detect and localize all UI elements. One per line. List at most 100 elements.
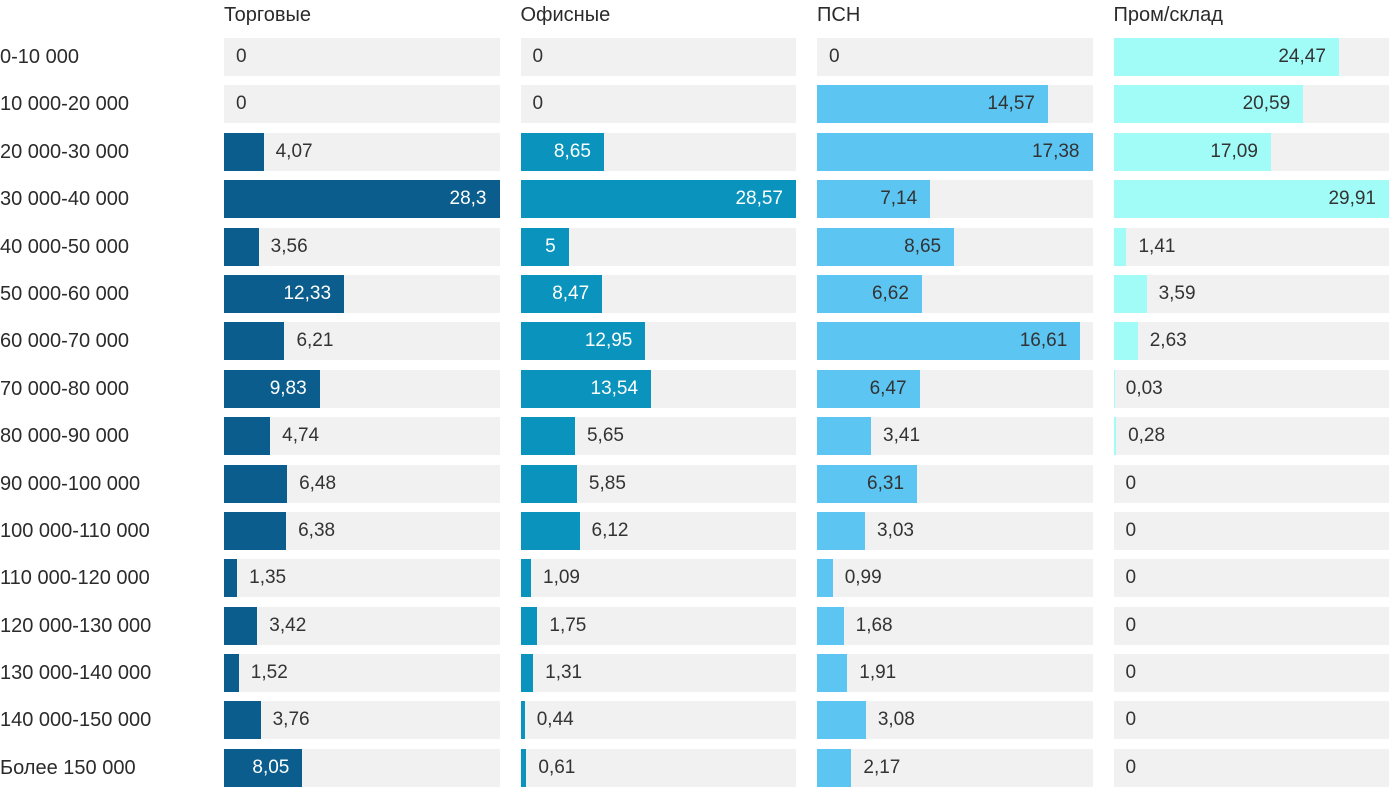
- bar-value-label: 17,38: [1031, 140, 1080, 162]
- bar-value-label: 5,65: [586, 425, 624, 447]
- row-label: 110 000-120 000: [0, 567, 150, 590]
- bar: [520, 701, 525, 740]
- bar: [520, 417, 575, 456]
- bar: [1113, 38, 1339, 76]
- chart-row: 20 000-30 000 4,07 8,65 17,38 17,09: [0, 132, 1400, 180]
- bar: [520, 464, 577, 503]
- bar-value-label: 6,48: [299, 472, 337, 494]
- bar-track: 2,17: [817, 748, 1093, 787]
- bar-value-label: 12,33: [283, 282, 332, 304]
- bar-value-label: 6,47: [869, 377, 907, 399]
- bar: [520, 274, 603, 313]
- bar-track: 5,65: [520, 417, 796, 456]
- bar: [224, 654, 239, 693]
- bar-value-label: 12,95: [584, 330, 633, 352]
- chart-row: 130 000-140 000 1,52 1,31 1,91 0: [0, 654, 1400, 701]
- row-label: 50 000-60 000: [0, 282, 130, 305]
- bar-track: 1,75: [520, 606, 796, 645]
- bar-track: 2,63: [1113, 322, 1389, 361]
- chart-row: 60 000-70 000 6,21 12,95 16,61 2,63: [0, 322, 1400, 369]
- chart-row: 120 000-130 000 3,42 1,75 1,68 0: [0, 606, 1400, 654]
- bar-value-label: 0: [1125, 567, 1137, 589]
- bar-value-label: 8,65: [904, 235, 942, 257]
- row-label: 90 000-100 000: [0, 472, 141, 495]
- row-label: 30 000-40 000: [0, 188, 130, 211]
- bar-value-label: 13,54: [590, 377, 639, 399]
- bar: [1113, 417, 1117, 456]
- bar: [224, 274, 345, 313]
- bar-track: 8,47: [520, 274, 796, 313]
- bar-value-label: 0,28: [1128, 425, 1166, 447]
- bar: [520, 511, 580, 550]
- bar: [520, 654, 534, 693]
- bar-track: 5,85: [520, 464, 796, 503]
- bar-value-label: 24,47: [1278, 46, 1326, 67]
- series-header: Пром/склад: [1113, 4, 1223, 26]
- bar: [1113, 274, 1147, 313]
- chart-row: 0-10 000 0 0 0 24,47: [0, 38, 1400, 85]
- bar-value-label: 6,31: [867, 472, 905, 494]
- bar-track: 20,59: [1113, 85, 1389, 124]
- bar: [1113, 132, 1271, 171]
- bar-track: 0,61: [520, 748, 796, 787]
- bar: [224, 559, 238, 598]
- bar: [520, 322, 646, 361]
- chart-row: 110 000-120 000 1,35 1,09 0,99 0: [0, 559, 1400, 606]
- bar-track: 13,54: [520, 369, 796, 408]
- bar-value-label: 6,21: [296, 330, 334, 352]
- bar-track: 16,61: [817, 322, 1093, 361]
- row-label: 70 000-80 000: [0, 377, 130, 400]
- chart-row: Более 150 000 8,05 0,61 2,17 0: [0, 748, 1400, 796]
- row-label: 100 000-110 000: [0, 519, 150, 542]
- bar-value-label: 16,61: [1019, 330, 1068, 352]
- bar-track: 6,12: [520, 511, 796, 550]
- bar-value-label: 3,59: [1158, 282, 1196, 304]
- bar-track: 0,28: [1113, 417, 1389, 456]
- bar-track: 3,76: [224, 701, 500, 740]
- bar-value-label: 6,12: [591, 519, 629, 541]
- bar-value-label: 1,09: [543, 567, 580, 589]
- bar-value-label: 0: [1125, 756, 1137, 778]
- row-label: 120 000-130 000: [0, 614, 152, 637]
- chart-row: 30 000-40 000 28,3 28,57 7,14 29,91: [0, 180, 1400, 227]
- bar-value-label: 3,76: [272, 709, 310, 731]
- bar-track: 8,65: [817, 227, 1093, 266]
- bar-track: 3,03: [817, 511, 1093, 550]
- bar-value-label: 0: [1125, 662, 1137, 684]
- bar-value-label: 3,41: [883, 425, 921, 447]
- bar-value-label: 20,59: [1242, 93, 1291, 115]
- bar-track: 3,59: [1113, 274, 1389, 313]
- bar-track: 6,38: [224, 511, 500, 550]
- bar: [817, 748, 852, 787]
- bar-value-label: 0: [1125, 519, 1137, 541]
- bar-value-label: 28,3: [449, 188, 487, 210]
- bar-value-label: 28,57: [735, 188, 783, 210]
- row-label: 80 000-90 000: [0, 425, 130, 448]
- bar-track: 17,09: [1113, 132, 1389, 171]
- bar-value-label: 6,62: [871, 282, 909, 304]
- row-label: 40 000-50 000: [0, 235, 130, 258]
- chart-row: 140 000-150 000 3,76 0,44 3,08 0: [0, 701, 1400, 748]
- bar-track: 3,08: [817, 701, 1093, 740]
- bar-value-label: 0: [1125, 709, 1137, 731]
- bar: [224, 322, 285, 361]
- bar-track: 0: [224, 38, 500, 76]
- bar: [1113, 227, 1127, 266]
- bar: [224, 511, 287, 550]
- bar-track: 9,83: [224, 369, 500, 408]
- series-header: Торговые: [224, 4, 312, 26]
- bar-track: 14,57: [817, 85, 1093, 124]
- bar-track: 0: [520, 38, 796, 76]
- bar-track: 4,07: [224, 132, 500, 171]
- bar-track: 0: [520, 85, 796, 124]
- header-spacer: [0, 0, 203, 38]
- row-label: 10 000-20 000: [0, 93, 130, 116]
- bar-track: 6,48: [224, 464, 500, 503]
- chart-row: 40 000-50 000 3,56 5 8,65 1,41: [0, 227, 1400, 275]
- chart-row: 50 000-60 000 12,33 8,47 6,62 3,59: [0, 274, 1400, 322]
- chart-rows: 0-10 000 0 0 0 24,47 10 000-20 000 0 0 14,57 20,5…: [0, 38, 1400, 796]
- bar-value-label: 0,03: [1125, 377, 1163, 399]
- bar: [520, 559, 531, 598]
- bar-value-label: 3,56: [270, 235, 308, 257]
